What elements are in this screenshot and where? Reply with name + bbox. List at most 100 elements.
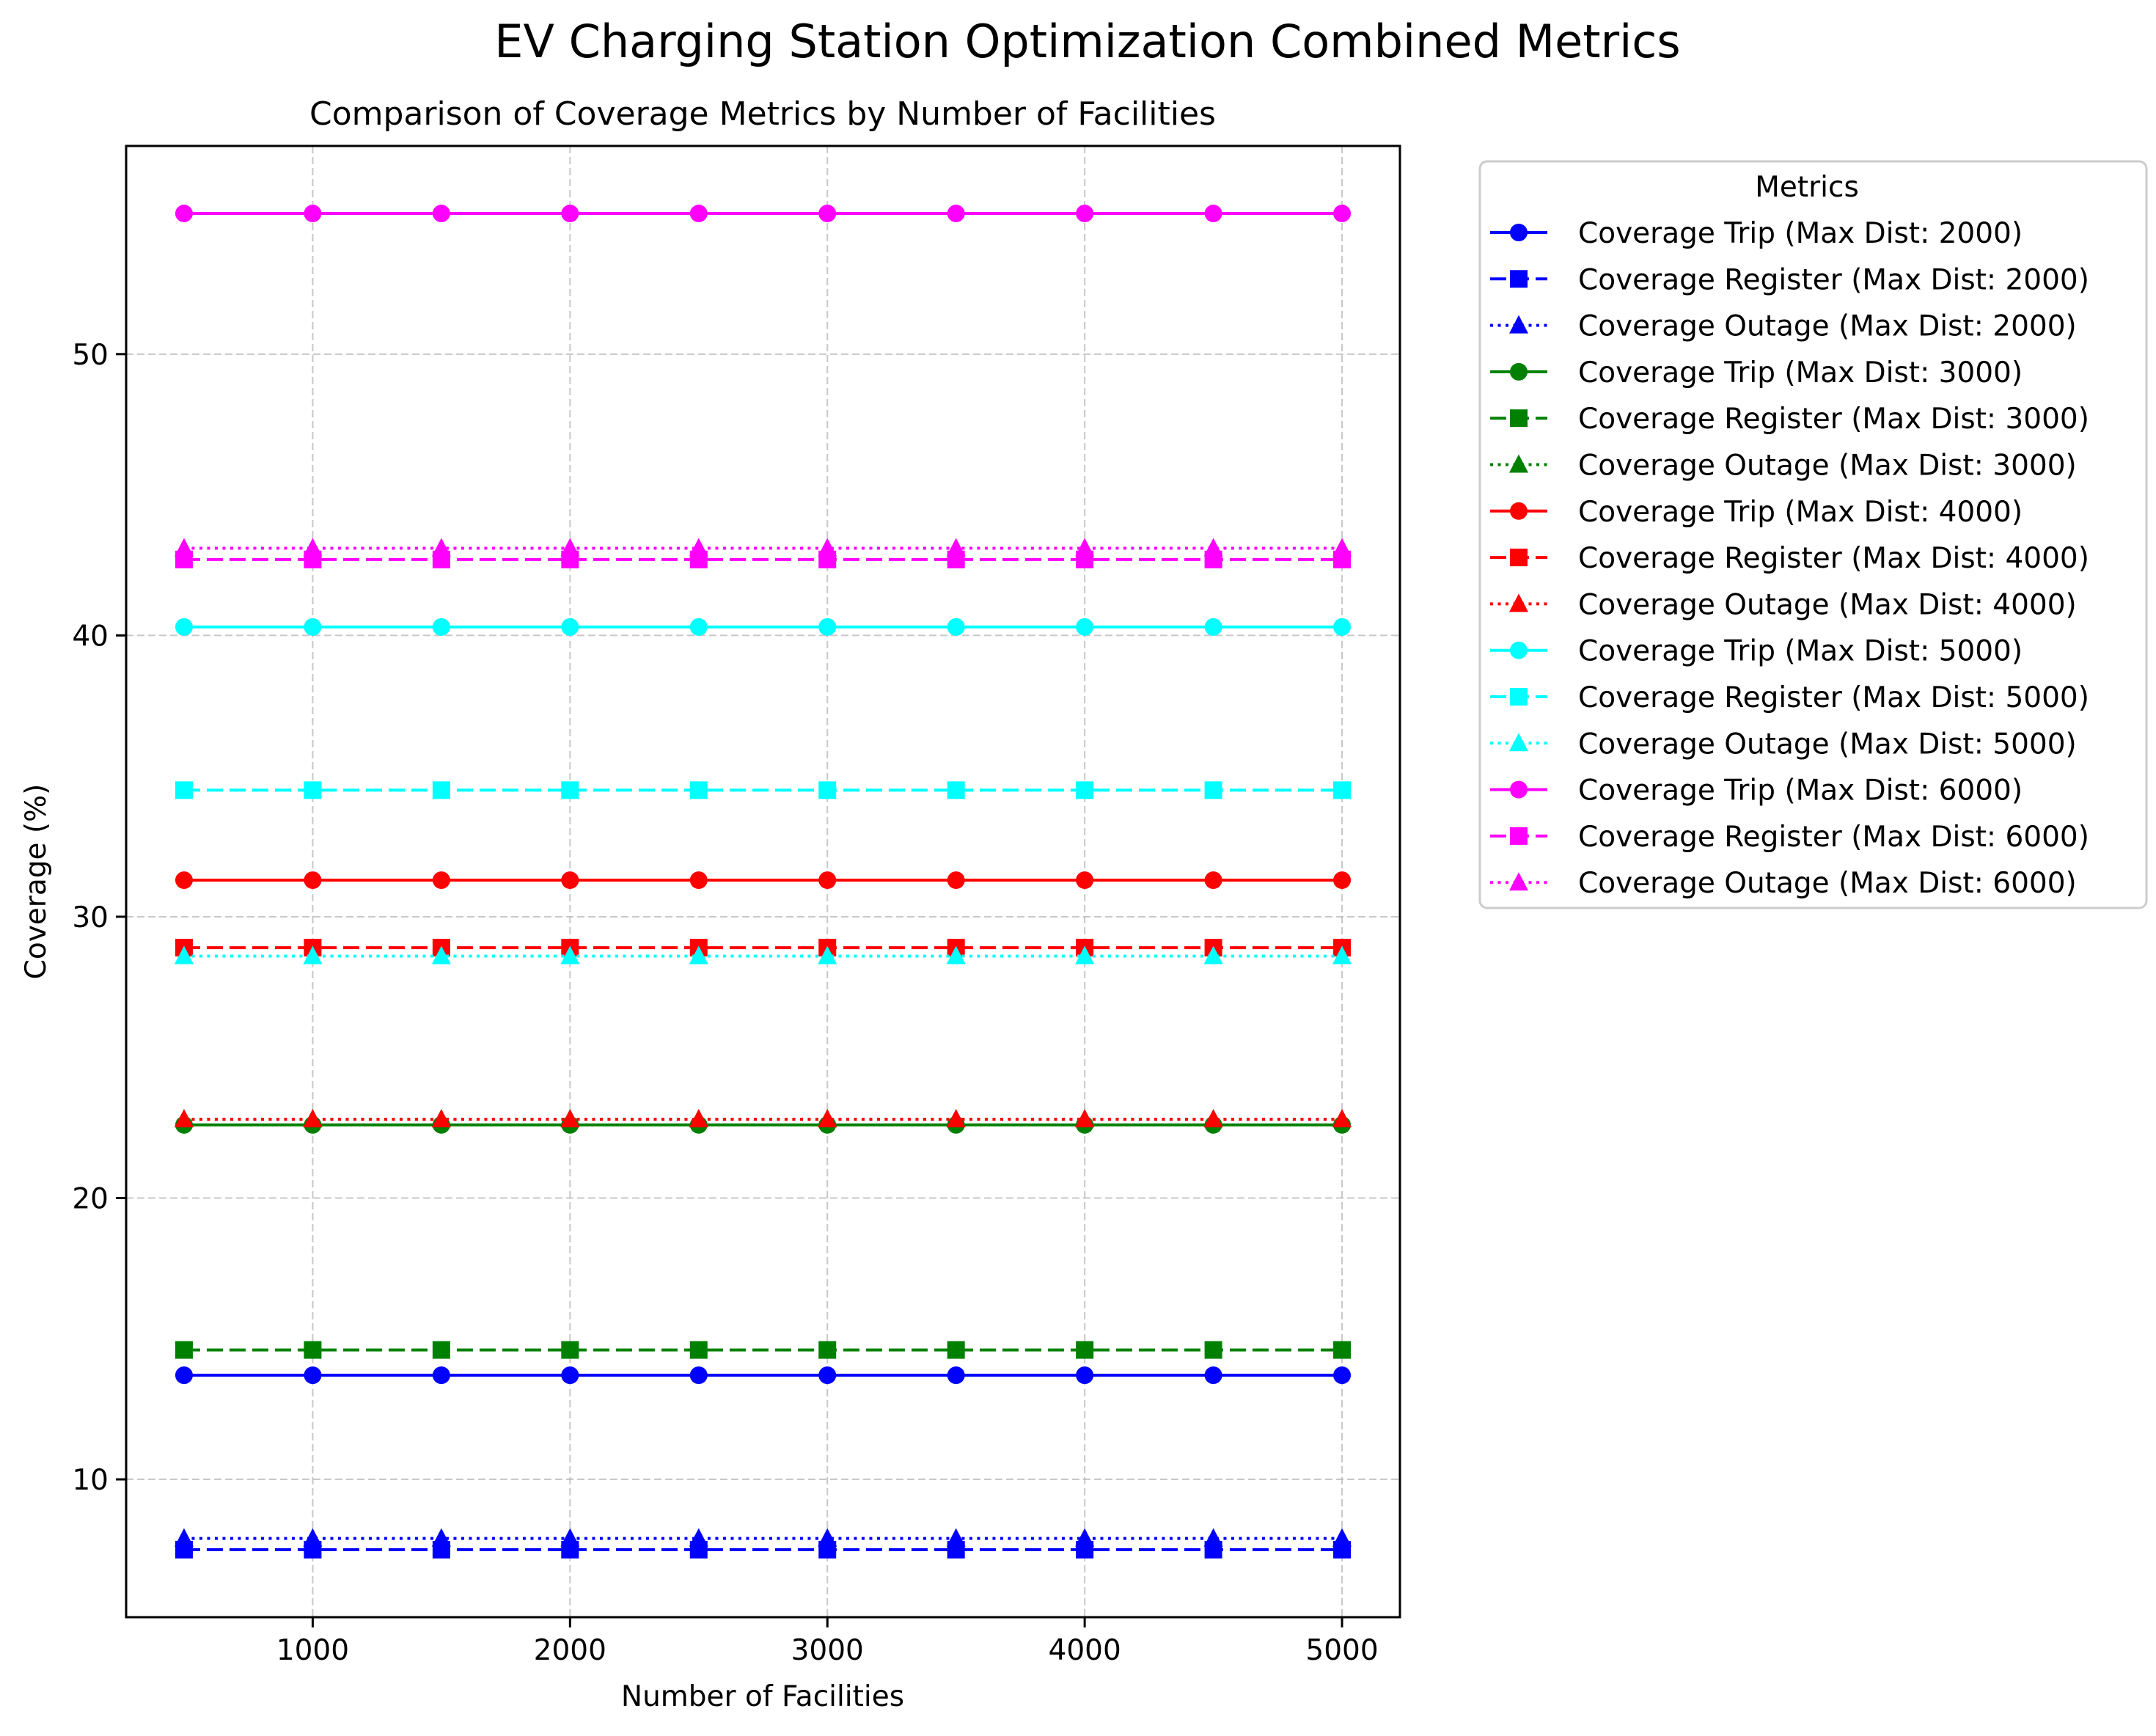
data-point	[175, 781, 193, 799]
data-point	[818, 205, 837, 223]
legend-entry: Coverage Trip (Max Dist: 2000)	[1490, 217, 2023, 250]
data-point	[947, 871, 965, 890]
data-point	[947, 205, 965, 223]
data-point	[1076, 1366, 1094, 1385]
legend-label: Coverage Register (Max Dist: 5000)	[1578, 681, 2089, 714]
data-point	[304, 618, 322, 636]
y-tick-label: 30	[72, 901, 109, 934]
data-point	[1333, 781, 1352, 799]
data-point	[818, 1341, 837, 1359]
data-point	[818, 618, 837, 636]
legend-label: Coverage Register (Max Dist: 6000)	[1578, 821, 2089, 854]
legend-marker	[1509, 315, 1528, 334]
data-point	[946, 945, 966, 964]
data-point	[1203, 1528, 1223, 1547]
data-point	[431, 1109, 451, 1128]
series-group	[175, 1366, 1352, 1385]
data-point	[1204, 1341, 1222, 1359]
data-point	[175, 1341, 193, 1359]
data-point	[431, 538, 451, 557]
legend-marker	[1510, 362, 1528, 381]
legend-marker	[1509, 733, 1528, 752]
data-point	[432, 205, 450, 223]
data-point	[175, 618, 193, 636]
data-point	[1332, 538, 1352, 557]
legend-label: Coverage Trip (Max Dist: 2000)	[1578, 217, 2023, 250]
data-point	[1203, 1109, 1223, 1128]
data-point	[818, 1109, 837, 1128]
data-point	[689, 871, 708, 890]
data-point	[175, 871, 193, 890]
data-point	[1076, 618, 1094, 636]
legend-entry: Coverage Trip (Max Dist: 3000)	[1490, 356, 2023, 389]
data-point	[1204, 618, 1222, 636]
plot-area-frame	[125, 144, 1401, 1619]
data-point	[818, 871, 837, 890]
x-axis-ticks: 1000 2000 3000 4000 5000	[276, 1617, 1379, 1667]
series-group	[175, 871, 1352, 890]
data-point	[1333, 618, 1352, 636]
data-point	[689, 1341, 708, 1359]
x-tick-label: 5000	[1305, 1634, 1378, 1667]
data-point	[304, 205, 322, 223]
data-point	[303, 1109, 323, 1128]
data-point	[1203, 538, 1223, 557]
legend-marker	[1510, 549, 1528, 567]
data-point	[1332, 1528, 1352, 1547]
series-lines	[174, 205, 1352, 1559]
x-tick-label: 4000	[1049, 1634, 1121, 1667]
x-tick-label: 3000	[791, 1634, 864, 1667]
data-point	[689, 781, 708, 799]
data-point	[689, 1366, 708, 1385]
x-axis-label: Number of Facilities	[621, 1680, 904, 1713]
data-point	[946, 1109, 966, 1128]
data-point	[1332, 945, 1352, 964]
legend-marker	[1510, 827, 1528, 845]
data-point	[561, 1341, 579, 1359]
legend-marker	[1510, 270, 1528, 288]
legend-entry: Coverage Register (Max Dist: 2000)	[1490, 263, 2089, 296]
data-point	[1204, 781, 1222, 799]
series-group	[175, 1341, 1352, 1359]
data-point	[689, 205, 708, 223]
data-point	[1332, 1109, 1352, 1128]
data-point	[304, 781, 322, 799]
data-point	[174, 1109, 194, 1128]
legend-marker	[1510, 641, 1528, 659]
data-point	[818, 781, 837, 799]
legend-label: Coverage Trip (Max Dist: 3000)	[1578, 356, 2023, 389]
legend-marker	[1510, 502, 1528, 520]
data-point	[689, 945, 708, 964]
series-group	[174, 945, 1352, 964]
legend-marker	[1509, 593, 1528, 612]
x-tick-label: 2000	[534, 1634, 606, 1667]
legend-entry: Coverage Register (Max Dist: 5000)	[1490, 681, 2089, 714]
data-point	[818, 945, 837, 964]
legend-label: Coverage Outage (Max Dist: 4000)	[1578, 588, 2077, 621]
legend-entries: Coverage Trip (Max Dist: 2000) Coverage R…	[1490, 217, 2089, 900]
x-tick-label: 1000	[276, 1634, 349, 1667]
y-tick-label: 20	[72, 1183, 109, 1216]
series-group	[175, 205, 1352, 223]
data-point	[432, 871, 450, 890]
data-point	[304, 1341, 322, 1359]
data-point	[689, 538, 708, 557]
data-point	[560, 945, 580, 964]
data-point	[432, 781, 450, 799]
data-point	[818, 538, 837, 557]
series-group	[174, 1528, 1352, 1547]
y-tick-label: 10	[72, 1464, 109, 1497]
legend-label: Coverage Outage (Max Dist: 3000)	[1578, 450, 2077, 483]
data-point	[1204, 205, 1222, 223]
data-point	[1076, 781, 1094, 799]
data-point	[818, 1366, 837, 1385]
legend-entry: Coverage Register (Max Dist: 3000)	[1490, 403, 2089, 436]
data-point	[561, 781, 579, 799]
legend-title: Metrics	[1755, 171, 1859, 204]
data-point	[1333, 1341, 1352, 1359]
y-tick-label: 50	[72, 339, 109, 372]
data-point	[1333, 205, 1352, 223]
series-group	[174, 1109, 1352, 1128]
legend-entry: Coverage Trip (Max Dist: 6000)	[1490, 774, 2023, 807]
data-point	[689, 1109, 708, 1128]
